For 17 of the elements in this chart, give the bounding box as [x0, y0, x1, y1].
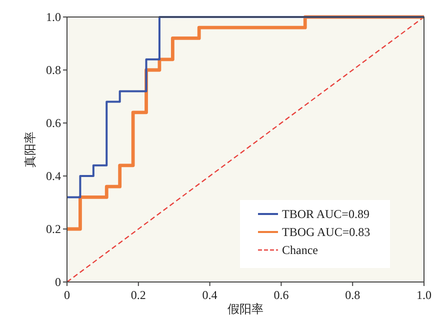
x-tick-label: 0 — [64, 288, 70, 302]
x-tick-label: 0.4 — [202, 288, 218, 302]
y-tick-label: 1.0 — [46, 10, 61, 24]
x-axis-title: 假阳率 — [228, 302, 264, 316]
y-tick-label: 0.8 — [46, 63, 61, 77]
x-tick-label: 0.8 — [345, 288, 360, 302]
legend-label: TBOR AUC=0.89 — [282, 207, 370, 221]
y-tick-label: 0.4 — [46, 169, 61, 183]
x-tick-label: 1.0 — [416, 288, 432, 302]
legend-label: TBOG AUC=0.83 — [282, 225, 370, 239]
legend-label: Chance — [282, 243, 318, 257]
x-tick-label: 0.6 — [274, 288, 289, 302]
y-tick-label: 0 — [55, 275, 61, 289]
y-tick-label: 0.6 — [46, 116, 61, 130]
y-axis-title: 真阳率 — [23, 132, 37, 168]
y-tick-label: 0.2 — [46, 222, 61, 236]
x-tick-label: 0.2 — [130, 288, 146, 302]
